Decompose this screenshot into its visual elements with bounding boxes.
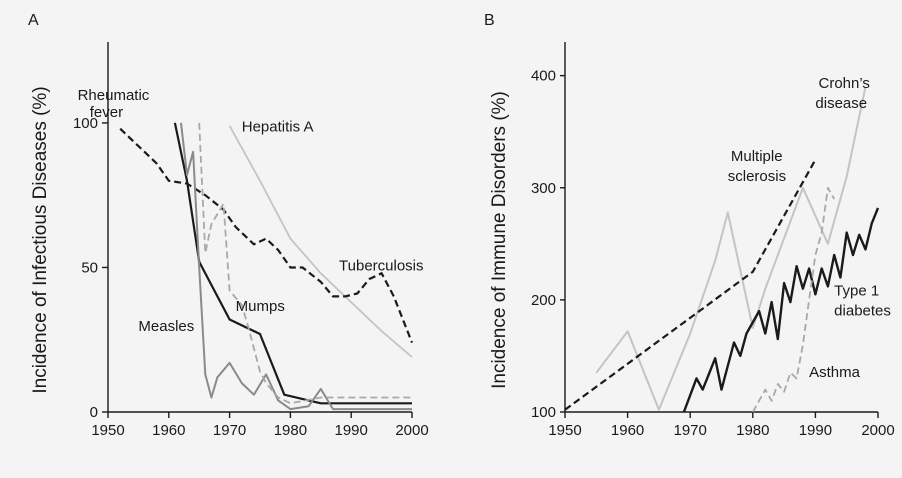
chart0-y-tick-label: 100 bbox=[73, 115, 98, 132]
chart1-x-tick-label: 1990 bbox=[799, 422, 832, 439]
chart0-series-annotation: Mumps bbox=[236, 298, 285, 315]
chart0-x-tick-label: 1960 bbox=[152, 422, 185, 439]
chart1-x-tick-label: 1960 bbox=[611, 422, 644, 439]
chart0-series-hepatitis-a-line bbox=[228, 125, 413, 358]
chart1-y-tick-label: 100 bbox=[531, 404, 556, 421]
chart0-x-tick-label: 2000 bbox=[395, 422, 428, 439]
chart1-series-type-1-diabetes-line bbox=[682, 207, 880, 413]
chart1-series-annotation: Type 1 bbox=[834, 282, 879, 299]
chart0-series-annotation: Measles bbox=[138, 318, 194, 335]
chart0-series-mumps-line bbox=[198, 122, 412, 405]
chart1-y-tick-label: 300 bbox=[531, 180, 556, 197]
chart0-series-annotation: Hepatitis A bbox=[242, 119, 314, 136]
chart1-series-multiple-sclerosis-line bbox=[564, 159, 817, 411]
chart1-panel-letter: B bbox=[484, 12, 495, 29]
chart0-y-tick-label: 0 bbox=[90, 404, 98, 421]
chart0-y-axis-label: Incidence of Infectious Diseases (%) bbox=[30, 86, 51, 393]
chart0-series-annotation: Rheumatic bbox=[78, 87, 150, 104]
chart0-x-tick-label: 1950 bbox=[91, 422, 124, 439]
chart1-series-annotation: Multiple bbox=[731, 148, 783, 165]
chart0-series-annotation: Tuberculosis bbox=[339, 257, 423, 274]
chart1-y-tick-label: 400 bbox=[531, 68, 556, 85]
chart0-x-tick-label: 1970 bbox=[213, 422, 246, 439]
chart1-x-tick-label: 1980 bbox=[736, 422, 769, 439]
chart0-series-rheumatic-fever-line bbox=[173, 122, 412, 405]
chart0-series-measles-line bbox=[180, 122, 412, 411]
chart0-x-tick-label: 1980 bbox=[274, 422, 307, 439]
chart1-y-axis-label: Incidence of Immune Disorders (%) bbox=[489, 91, 510, 389]
chart1-series-crohn-s-disease-line bbox=[595, 86, 867, 411]
chart1-series-annotation: diabetes bbox=[834, 303, 891, 320]
chart0-series-annotation: fever bbox=[90, 104, 123, 121]
chart0-x-tick-label: 1990 bbox=[335, 422, 368, 439]
chart0-series-tuberculosis-line bbox=[119, 127, 414, 344]
chart1-x-tick-label: 2000 bbox=[861, 422, 894, 439]
chart1-series-asthma-line bbox=[752, 186, 835, 413]
chart1-x-tick-label: 1970 bbox=[674, 422, 707, 439]
chart0-y-tick-label: 50 bbox=[81, 259, 98, 276]
chart1-series-annotation: Asthma bbox=[809, 364, 861, 381]
chart0-panel-letter: A bbox=[28, 12, 39, 29]
chart1-series-annotation: sclerosis bbox=[728, 168, 786, 185]
chart1-series-annotation: Crohn’s bbox=[819, 75, 870, 92]
chart1-x-tick-label: 1950 bbox=[548, 422, 581, 439]
chart1-y-tick-label: 200 bbox=[531, 292, 556, 309]
chart1-series-annotation: disease bbox=[815, 95, 867, 112]
